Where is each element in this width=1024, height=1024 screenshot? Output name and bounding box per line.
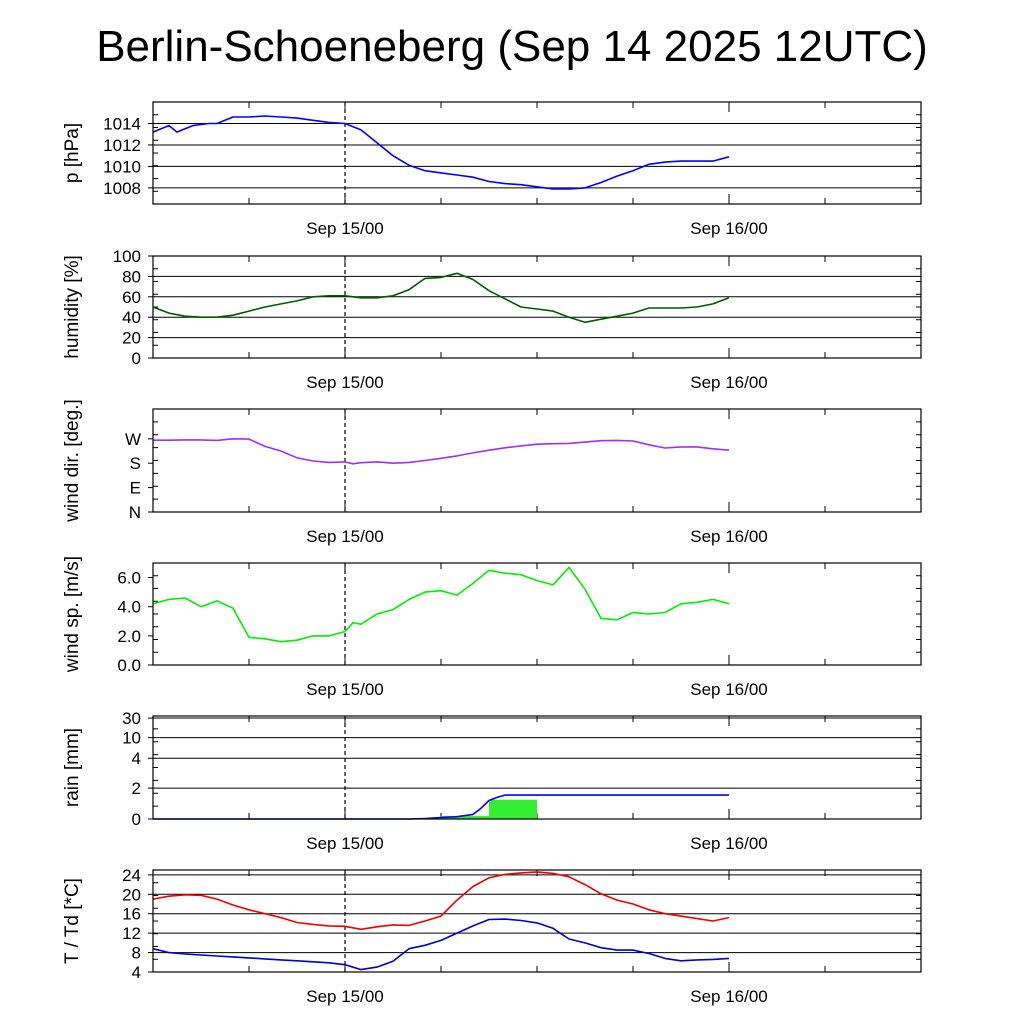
humidity-line <box>152 272 730 324</box>
temperature-y-tick-label: 20 <box>122 885 141 904</box>
rain-y-axis-label: rain [mm] <box>62 728 83 807</box>
rain-y-tick-label: 10 <box>122 729 141 748</box>
rain-bar <box>441 815 489 819</box>
wind-speed-y-tick-label: 6.0 <box>117 569 141 588</box>
pressure-x-tick-label: Sep 15/00 <box>306 219 384 238</box>
pressure-frame <box>152 101 922 205</box>
temperature-y-axis-label: T / Td [*C] <box>62 878 83 964</box>
wind-speed-x-tick-label: Sep 16/00 <box>690 680 768 699</box>
wind-speed-frame <box>152 562 922 666</box>
temperature-y-tick-label: 24 <box>122 866 141 885</box>
temperature-y-tick-label: 12 <box>122 924 141 943</box>
rain-y-tick-label: 0 <box>132 810 141 829</box>
dewpoint-line <box>152 918 730 971</box>
rain-y-tick-label: 4 <box>132 749 141 768</box>
wind-direction-x-tick-label: Sep 16/00 <box>690 527 768 546</box>
panel-pressure: 1008 1010 1012 1014 p [hPa] Sep 15/00 Sep 16/0… <box>62 101 922 238</box>
humidity-x-tick-label: Sep 16/00 <box>690 373 768 392</box>
pressure-line <box>152 115 730 190</box>
pressure-y-tick-label: 1008 <box>103 179 141 198</box>
temperature-y-tick-label: 8 <box>132 944 141 963</box>
temperature-y-tick-label: 4 <box>132 963 141 982</box>
wind-direction-y-tick-label: N <box>129 503 141 522</box>
temperature-x-tick-label: Sep 16/00 <box>690 987 768 1006</box>
wind-direction-y-tick-label: E <box>130 479 141 498</box>
humidity-frame <box>152 255 922 359</box>
wind-direction-frame <box>152 408 922 513</box>
temperature-frame <box>152 869 922 973</box>
humidity-x-tick-label: Sep 15/00 <box>306 373 384 392</box>
pressure-y-tick-label: 1010 <box>103 157 141 176</box>
pressure-x-tick-label: Sep 16/00 <box>690 219 768 238</box>
wind-direction-y-tick-label: W <box>125 430 141 449</box>
temperature-x-tick-label: Sep 15/00 <box>306 987 384 1006</box>
wind-speed-line <box>152 566 730 643</box>
rain-y-tick-label: 2 <box>132 779 141 798</box>
rain-y-tick-label: 30 <box>122 709 141 728</box>
humidity-y-tick-label: 80 <box>122 267 141 286</box>
pressure-y-axis-label: p [hPa] <box>62 123 83 183</box>
pressure-y-tick-label: 1012 <box>103 136 141 155</box>
humidity-y-tick-label: 100 <box>113 247 141 266</box>
wind-direction-y-tick-label: S <box>130 454 141 473</box>
wind-speed-y-tick-label: 0.0 <box>117 656 141 675</box>
humidity-y-axis-label: humidity [%] <box>62 255 83 358</box>
humidity-y-tick-label: 20 <box>122 329 141 348</box>
wind-direction-y-axis-label: wind dir. [deg.] <box>62 399 83 523</box>
chart-title: Berlin-Schoeneberg (Sep 14 2025 12UTC) <box>96 22 928 71</box>
humidity-y-tick-label: 60 <box>122 288 141 307</box>
wind-speed-y-tick-label: 4.0 <box>117 598 141 617</box>
panel-wind-speed: 0.0 2.0 4.0 6.0 wind sp. [m/s] Sep 15/00 Sep 1… <box>62 556 922 699</box>
humidity-y-tick-label: 40 <box>122 308 141 327</box>
wind-direction-line <box>153 437 730 465</box>
rain-frame <box>152 715 922 820</box>
temperature-y-tick-label: 16 <box>122 905 141 924</box>
humidity-y-tick-label: 0 <box>132 349 141 368</box>
rain-x-tick-label: Sep 16/00 <box>690 834 768 853</box>
rain-bar <box>489 799 537 819</box>
temperature-line <box>152 871 730 931</box>
wind-direction-x-tick-label: Sep 15/00 <box>306 527 384 546</box>
wind-speed-y-tick-label: 2.0 <box>117 627 141 646</box>
pressure-y-tick-label: 1014 <box>103 114 141 133</box>
wind-speed-y-axis-label: wind sp. [m/s] <box>62 556 83 673</box>
wind-speed-x-tick-label: Sep 15/00 <box>306 680 384 699</box>
rain-x-tick-label: Sep 15/00 <box>306 834 384 853</box>
